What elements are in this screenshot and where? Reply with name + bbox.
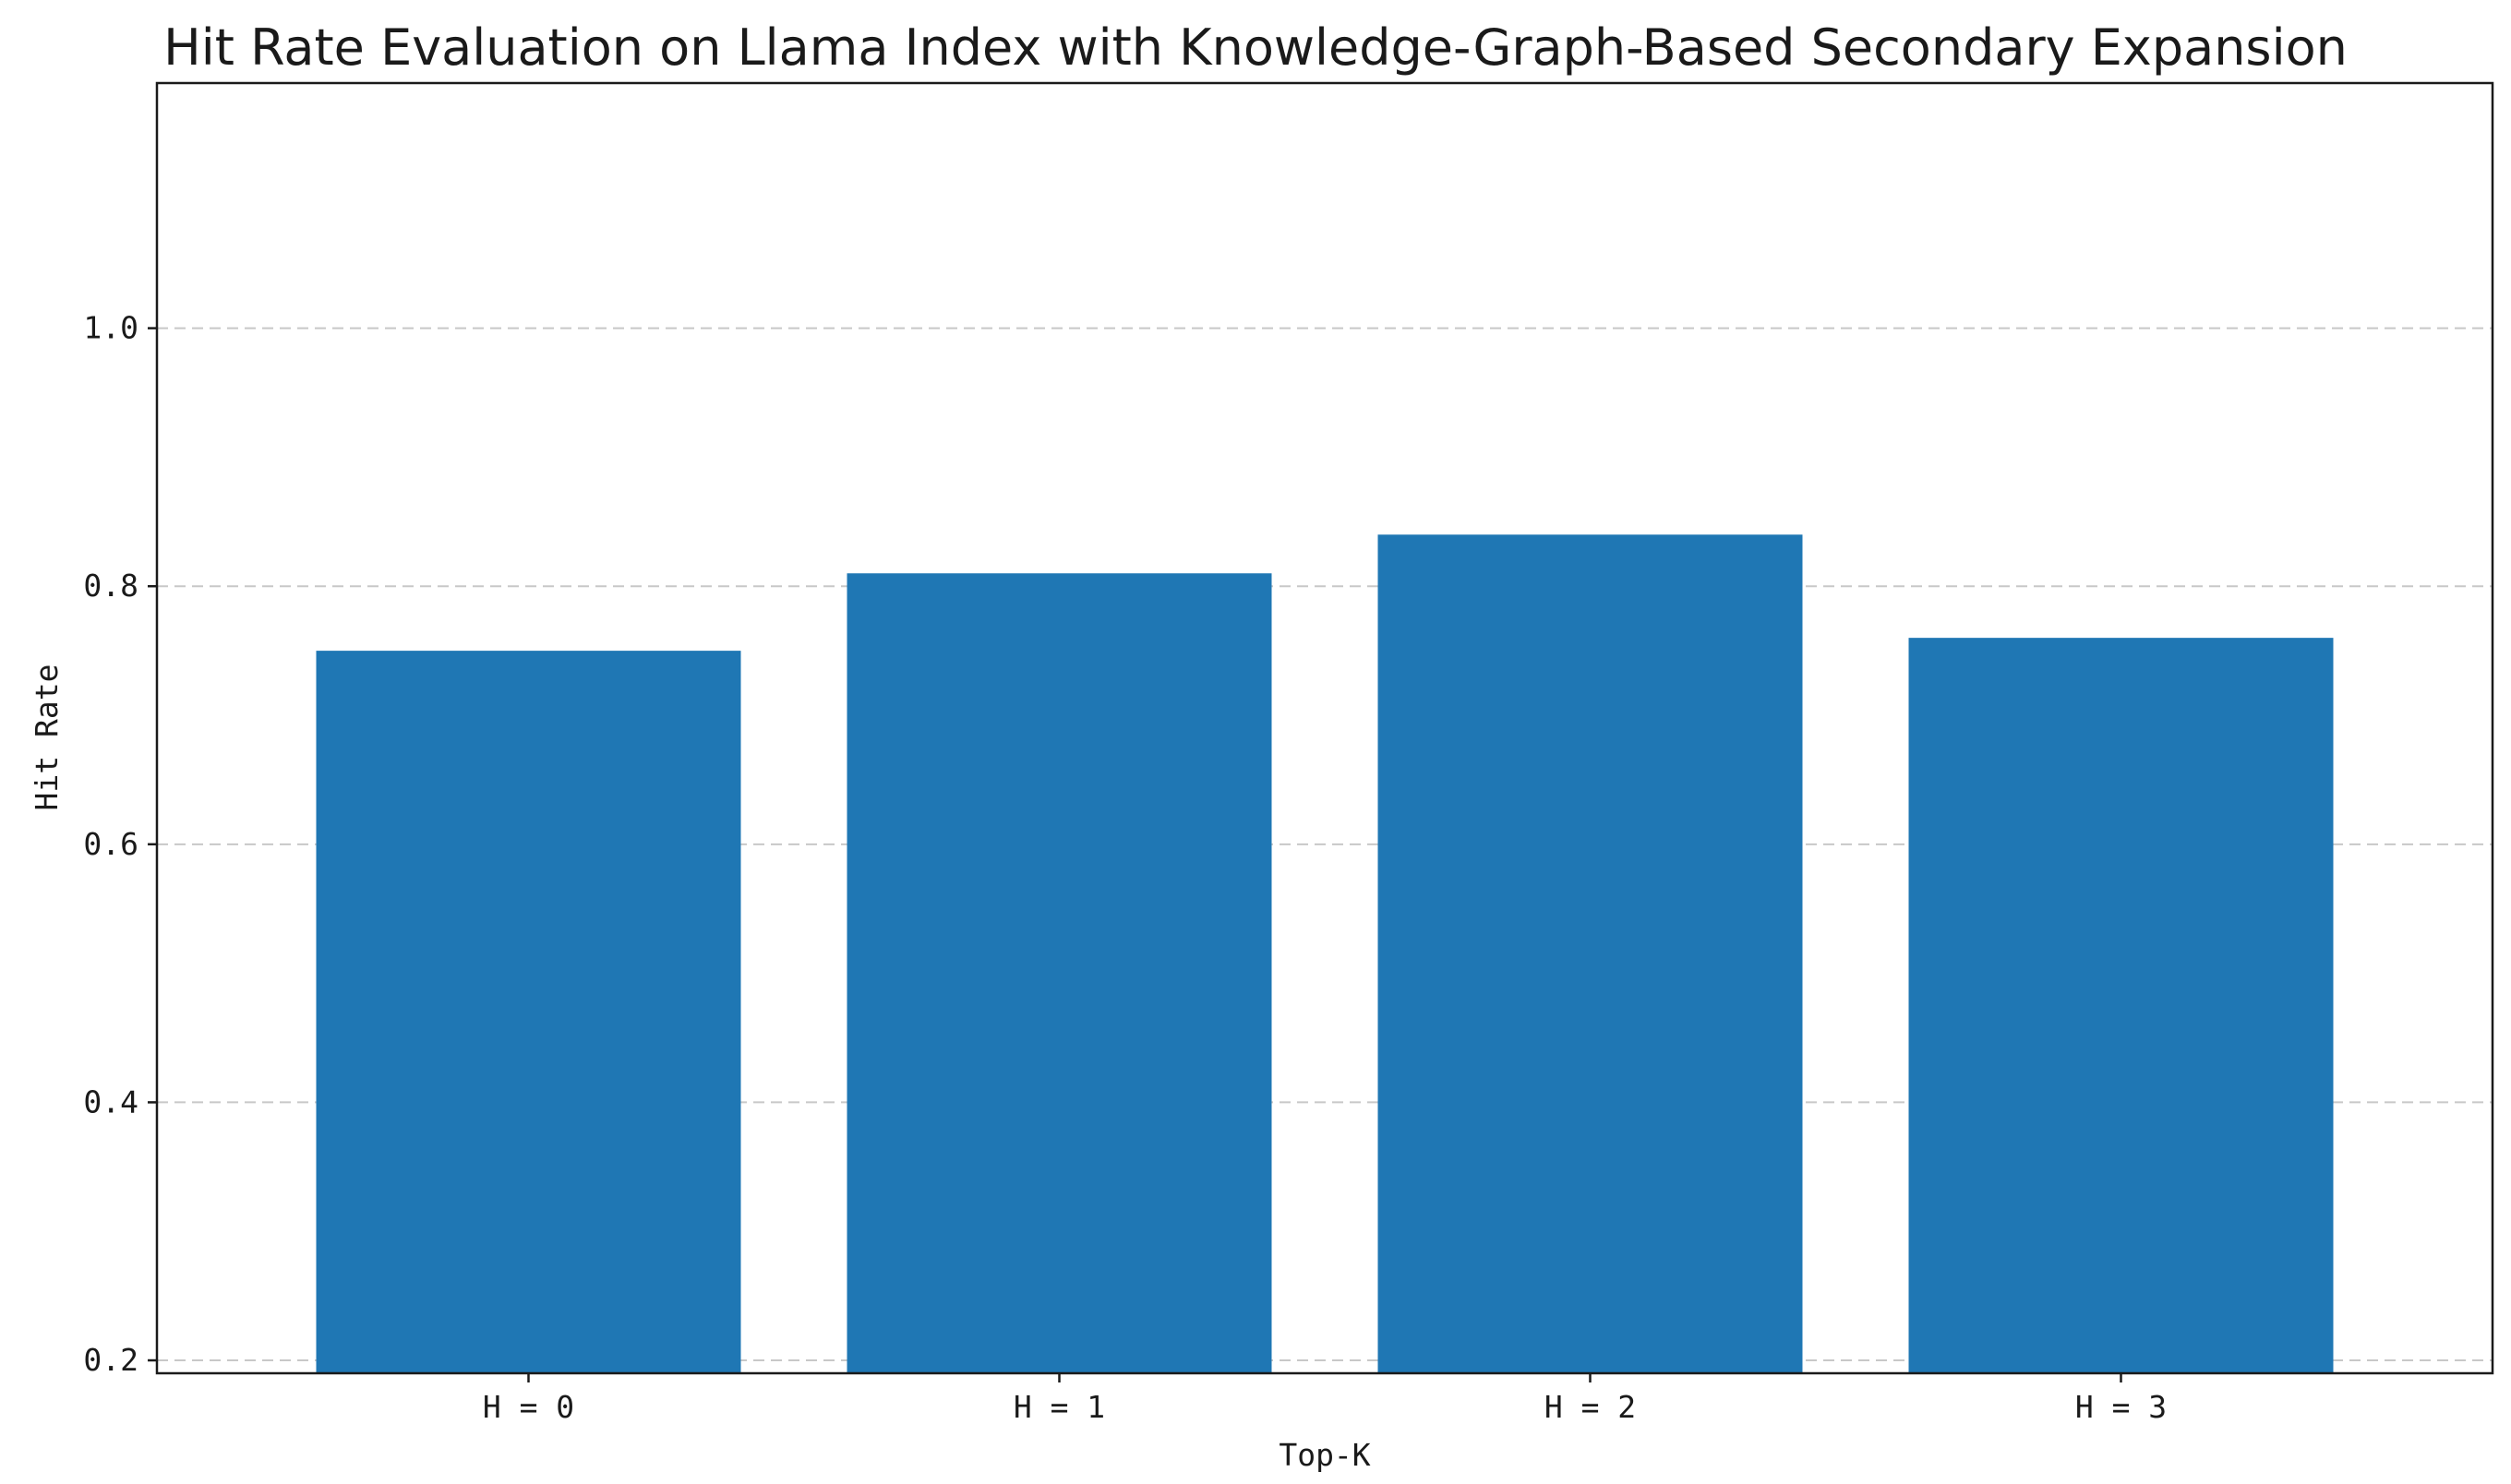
x-axis-label: Top-K xyxy=(1279,1437,1370,1473)
y-tick-label: 1.0 xyxy=(83,310,138,346)
x-axis-ticks: H = 0 H = 1 H = 2 H = 3 xyxy=(483,1373,2167,1425)
y-tick-label: 0.6 xyxy=(83,826,138,862)
bar-h3 xyxy=(1908,638,2334,1373)
bar-h2 xyxy=(1377,534,1803,1373)
x-tick-label: H = 3 xyxy=(2075,1389,2167,1425)
x-tick-label: H = 0 xyxy=(483,1389,574,1425)
y-tick-label: 0.2 xyxy=(83,1342,138,1378)
x-tick-label: H = 2 xyxy=(1544,1389,1636,1425)
bar-h1 xyxy=(847,573,1272,1373)
plot-frame xyxy=(155,81,2494,1375)
chart-title: Hit Rate Evaluation on Llama Index with … xyxy=(163,18,2348,77)
y-tick-label: 0.4 xyxy=(83,1083,138,1119)
y-axis-ticks: 0.2 0.4 0.6 0.8 1.0 xyxy=(83,310,157,1378)
bar-layer xyxy=(316,534,2334,1373)
y-tick-label: 0.8 xyxy=(83,568,138,604)
y-axis-label: Hit Rate xyxy=(29,664,65,811)
bar-h0 xyxy=(316,651,741,1373)
x-tick-label: H = 1 xyxy=(1014,1389,1105,1425)
